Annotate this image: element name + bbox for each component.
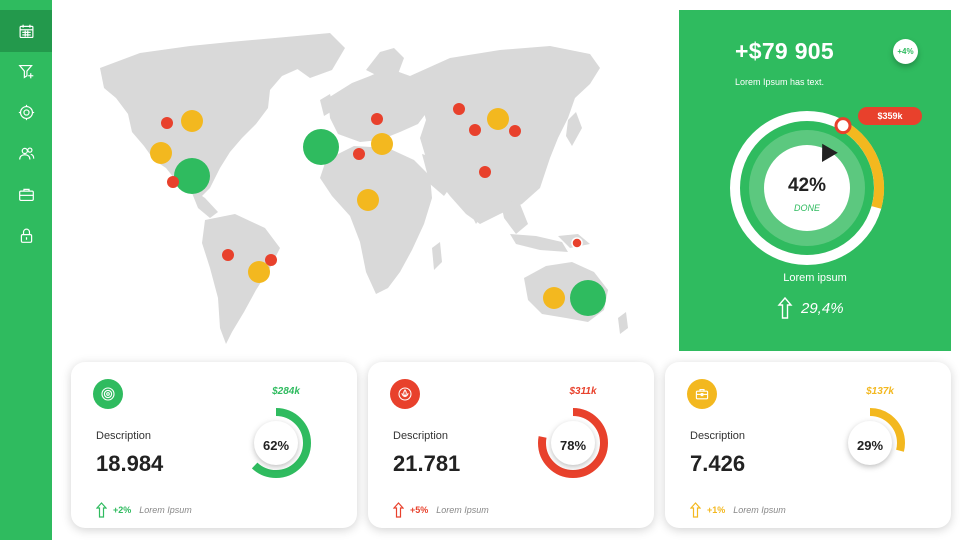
map-marker[interactable] [161,117,173,129]
summary-subtitle: Lorem Ipsum has text. [735,77,825,87]
card-icon-badge [390,379,420,409]
card-footer: +2% Lorem Ipsum [96,502,192,518]
summary-caption: Lorem ipsum [783,272,847,284]
summary-change-badge: +4% [893,39,918,64]
users-icon [18,146,34,159]
calendar-icon [19,24,33,38]
lock-icon [20,228,32,243]
world-map [100,33,628,344]
card-progress-ring [241,408,311,478]
map-marker[interactable] [571,237,583,249]
settings-icon [18,104,34,120]
card-value: 7.426 [690,451,746,476]
card-footer: +5% Lorem Ipsum [393,502,489,518]
map-markers [150,103,606,316]
map-marker[interactable] [265,254,277,266]
card-note: Lorem Ipsum [139,505,192,515]
card-description: Description [393,430,449,442]
nav-users[interactable] [0,132,52,174]
map-marker[interactable] [222,249,234,261]
card-note: Lorem Ipsum [436,505,489,515]
map-marker[interactable] [570,280,606,316]
map-marker[interactable] [248,261,270,283]
gauge-status: DONE [793,203,820,213]
map-marker[interactable] [150,142,172,164]
map-marker[interactable] [487,108,509,130]
arrow-up-icon [393,502,404,518]
card-amount: $284k [272,386,300,397]
gauge-knob[interactable] [834,117,852,135]
progress-gauge [730,111,884,265]
briefcase-icon [695,389,709,400]
nav-calendar[interactable] [0,10,52,52]
card-change: +1% [707,505,726,515]
summary-panel: +$79 905 Lorem Ipsum has text. +4% $359k… [679,10,951,351]
map-marker[interactable] [181,110,203,132]
ring-progress-arc [241,408,311,478]
arrow-up-icon [777,296,793,319]
card-footer: +1% Lorem Ipsum [690,502,786,518]
card-description: Description [96,430,152,442]
nav-filter[interactable] [0,50,52,92]
card-icon-badge [687,379,717,409]
map-marker[interactable] [174,158,210,194]
ring-center [551,421,595,465]
kpi-card: Description 18.984 $284k 62% +2% Lorem I… [71,362,357,528]
arrow-up-icon [690,502,701,518]
map-marker[interactable] [371,113,383,125]
card-value: 21.781 [393,451,461,476]
lotus-icon [398,387,412,401]
nav-settings[interactable] [0,91,52,133]
card-change: +2% [113,505,132,515]
nav-briefcase[interactable] [0,173,52,215]
map-marker[interactable] [167,176,179,188]
summary-trend-value: 29,4% [801,299,844,317]
arrow-up-icon [96,502,107,518]
nav-lock[interactable] [0,214,52,256]
gauge-pointer [822,143,838,162]
map-marker[interactable] [371,133,393,155]
map-marker[interactable] [303,129,339,165]
map-marker[interactable] [453,103,465,115]
map-marker[interactable] [469,124,481,136]
map-marker[interactable] [509,125,521,137]
card-value: 18.984 [96,451,164,476]
card-percent: 78% [559,438,587,453]
card-percent: 62% [262,438,290,453]
map-marker[interactable] [353,148,365,160]
card-amount: $137k [866,386,894,397]
map-marker[interactable] [479,166,491,178]
ring-progress-arc [835,408,905,478]
card-percent: 29% [856,438,884,453]
filter-icon [17,64,33,79]
ring-progress-arc [538,408,608,478]
map-marker[interactable] [357,189,379,211]
map-marker[interactable] [543,287,565,309]
kpi-card: Description 21.781 $311k 78% +5% Lorem I… [368,362,654,528]
card-progress-ring [538,408,608,478]
card-amount: $311k [569,386,597,397]
ring-center [254,421,298,465]
gauge-center [764,145,850,231]
kpi-card: Description 7.426 $137k 29% +1% Lorem Ip… [665,362,951,528]
summary-trend: 29,4% [777,296,844,320]
card-description: Description [690,430,746,442]
ring-center [848,421,892,465]
card-change: +5% [410,505,429,515]
gauge-percent: 42% [787,175,827,196]
target-icon [101,387,115,401]
briefcase-icon [18,188,34,201]
gauge-value-tag: $359k [858,107,922,125]
summary-value: +$79 905 [735,38,834,64]
map-land [100,33,628,344]
card-progress-ring [835,408,905,478]
card-note: Lorem Ipsum [733,505,786,515]
card-icon-badge [93,379,123,409]
sidebar [0,0,52,540]
